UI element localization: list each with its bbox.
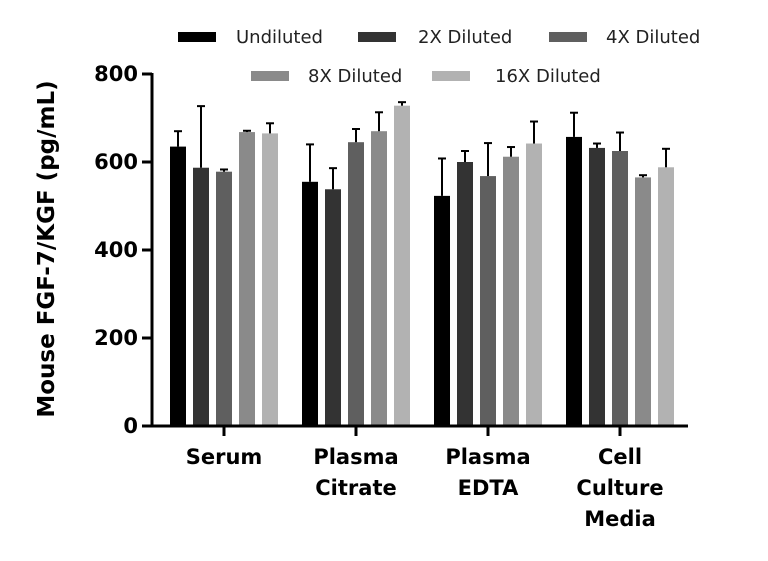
legend-label-4: 16X Diluted	[495, 66, 601, 87]
bar-1-2	[348, 142, 364, 426]
x-tick-label-1-1: Citrate	[315, 476, 396, 500]
bar-0-4	[262, 133, 278, 426]
x-tick-label-2-1: EDTA	[458, 476, 519, 500]
x-tick-label-2-0: Plasma	[445, 445, 530, 469]
legend-swatch-0	[178, 32, 216, 42]
legend-swatch-3	[251, 71, 289, 81]
bar-3-2	[612, 151, 628, 426]
bar-1-4	[394, 105, 410, 427]
legend-swatch-2	[549, 32, 587, 42]
legend-label-2: 4X Diluted	[606, 27, 700, 48]
y-tick-label-0: 0	[123, 414, 138, 438]
y-axis-label: Mouse FGF-7/KGF (pg/mL)	[34, 80, 60, 417]
y-tick-label-1: 200	[94, 326, 138, 350]
legend-swatch-4	[432, 71, 470, 81]
legend-label-0: Undiluted	[236, 27, 323, 48]
bar-1-1	[325, 189, 341, 426]
x-tick-label-3-2: Media	[584, 507, 656, 531]
bar-1-0	[302, 181, 318, 426]
legend: Undiluted 2X Diluted 4X Diluted 8X Diluted 1…	[178, 27, 700, 87]
x-tick-label-3-1: Culture	[576, 476, 663, 500]
legend-swatch-1	[358, 32, 396, 42]
bar-3-4	[658, 167, 674, 426]
bar-2-3	[503, 156, 519, 426]
error-bars	[174, 101, 670, 196]
y-tick-label-3: 600	[94, 150, 138, 174]
bar-2-1	[457, 162, 473, 426]
x-axis: Serum Plasma Citrate Plasma EDTA Cell Culture M…	[151, 424, 688, 531]
bar-1-3	[371, 131, 387, 426]
legend-label-1: 2X Diluted	[418, 27, 512, 48]
x-tick-label-3-0: Cell	[598, 445, 642, 469]
bar-0-3	[239, 132, 255, 426]
bar-2-2	[480, 176, 496, 426]
bar-0-2	[216, 171, 232, 426]
bar-0-0	[170, 146, 186, 426]
y-axis: 0 200 400 600 800	[94, 62, 154, 438]
bar-3-0	[566, 136, 582, 427]
bar-2-0	[434, 195, 450, 426]
y-tick-label-4: 800	[94, 62, 138, 86]
x-tick-label-1-0: Plasma	[313, 445, 398, 469]
bar-0-1	[193, 167, 209, 426]
bar-3-1	[589, 147, 605, 427]
bar-2-4	[526, 143, 542, 426]
bar-3-3	[635, 177, 651, 426]
legend-label-3: 8X Diluted	[308, 66, 402, 87]
bars	[170, 105, 674, 427]
x-tick-label-0-0: Serum	[186, 445, 263, 469]
y-tick-label-2: 400	[94, 238, 138, 262]
